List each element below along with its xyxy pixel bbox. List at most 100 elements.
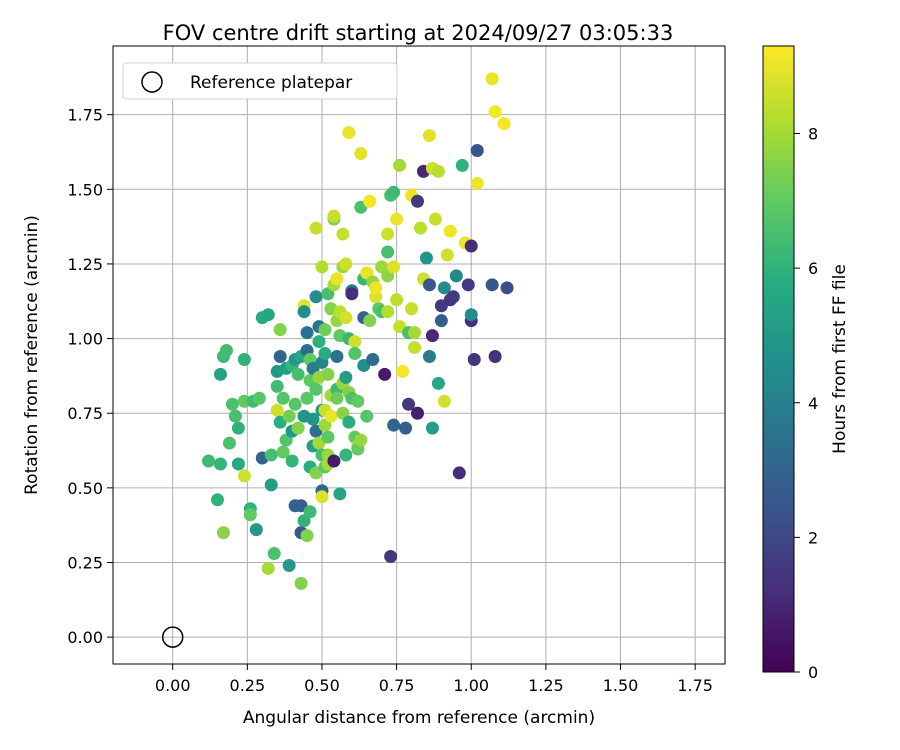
y-tick-label: 1.50 — [67, 180, 103, 199]
data-point — [261, 561, 275, 575]
data-point — [202, 454, 216, 468]
data-point — [312, 335, 326, 349]
data-point — [231, 457, 245, 471]
data-point — [282, 409, 296, 423]
data-point — [297, 305, 311, 319]
data-point — [315, 260, 329, 274]
data-point — [282, 558, 296, 572]
data-point — [431, 164, 445, 178]
x-tick-label: 1.75 — [677, 676, 713, 695]
y-tick-label: 0.00 — [67, 628, 103, 647]
data-point — [339, 257, 353, 271]
reference-platepar-marker — [161, 626, 184, 648]
chart-title: FOV centre drift starting at 2024/09/27 … — [163, 21, 674, 45]
data-point — [294, 576, 308, 590]
data-point — [422, 278, 436, 292]
data-point — [273, 323, 287, 337]
data-point — [309, 382, 323, 396]
data-point — [434, 314, 448, 328]
data-point — [366, 352, 380, 366]
data-point — [485, 72, 499, 86]
data-point — [345, 287, 359, 301]
data-point — [252, 391, 266, 405]
data-point — [363, 194, 377, 208]
data-point — [300, 391, 314, 405]
colorbar — [762, 45, 795, 673]
data-point — [446, 290, 460, 304]
x-tick-label: 1.25 — [528, 676, 564, 695]
data-point — [348, 335, 362, 349]
data-point — [500, 281, 514, 295]
data-point — [419, 251, 433, 265]
data-point — [327, 209, 341, 223]
y-tick-label: 0.25 — [67, 553, 103, 572]
data-point — [354, 433, 368, 447]
data-point — [339, 370, 353, 384]
data-point — [387, 185, 401, 199]
data-point — [213, 457, 227, 471]
data-point — [228, 409, 242, 423]
data-point — [342, 415, 356, 429]
y-tick-label: 1.25 — [67, 255, 103, 274]
data-point — [488, 349, 502, 363]
data-point — [440, 248, 454, 262]
data-point — [237, 469, 251, 483]
data-point — [330, 272, 344, 286]
data-point — [393, 158, 407, 172]
data-point — [428, 212, 442, 226]
data-point — [461, 278, 475, 292]
data-point — [339, 311, 353, 325]
data-point — [488, 105, 502, 119]
colorbar-ticks: 0 2 4 6 8 — [794, 125, 818, 682]
data-point — [455, 158, 469, 172]
colorbar-tick-label: 2 — [808, 528, 818, 547]
data-point — [354, 146, 368, 160]
data-point — [452, 466, 466, 480]
data-point — [387, 418, 401, 432]
data-point — [306, 412, 320, 426]
data-point — [330, 349, 344, 363]
legend-box — [122, 62, 398, 100]
data-points — [202, 72, 514, 590]
data-point — [464, 308, 478, 322]
data-point — [443, 224, 457, 238]
data-point — [464, 239, 478, 253]
data-point — [449, 269, 463, 283]
data-point — [342, 126, 356, 140]
data-point — [437, 394, 451, 408]
data-point — [384, 550, 398, 564]
data-point — [300, 529, 314, 543]
data-point — [291, 421, 305, 435]
data-point — [276, 445, 290, 459]
data-point — [348, 347, 362, 361]
data-point — [413, 221, 427, 235]
x-tick-label: 1.00 — [453, 676, 489, 695]
data-point — [264, 448, 278, 462]
data-point — [369, 281, 383, 295]
data-point — [408, 326, 422, 340]
data-point — [249, 523, 263, 537]
x-tick-label: 0.25 — [230, 676, 266, 695]
y-tick-label: 0.50 — [67, 479, 103, 498]
data-point — [309, 290, 323, 304]
colorbar-tick-label: 6 — [808, 259, 818, 278]
data-point — [411, 194, 425, 208]
data-point — [381, 227, 395, 241]
x-tick-label: 0.50 — [304, 676, 340, 695]
data-point — [303, 505, 317, 519]
data-point — [276, 391, 290, 405]
data-point — [222, 436, 236, 450]
y-tick-label: 1.00 — [67, 330, 103, 349]
data-point — [390, 293, 404, 307]
colorbar-tick-label: 0 — [808, 663, 818, 682]
data-point — [381, 305, 395, 319]
data-point — [339, 448, 353, 462]
x-tick-label: 0.75 — [379, 676, 415, 695]
data-point — [321, 367, 335, 381]
x-axis-label: Angular distance from reference (arcmin) — [243, 708, 595, 728]
data-point — [330, 391, 344, 405]
data-point — [264, 478, 278, 492]
data-point — [411, 406, 425, 420]
y-axis-ticks: 0.00 0.25 0.50 0.75 1.00 1.25 1.50 1.75 — [67, 106, 113, 647]
colorbar-tick-label: 4 — [808, 394, 818, 413]
